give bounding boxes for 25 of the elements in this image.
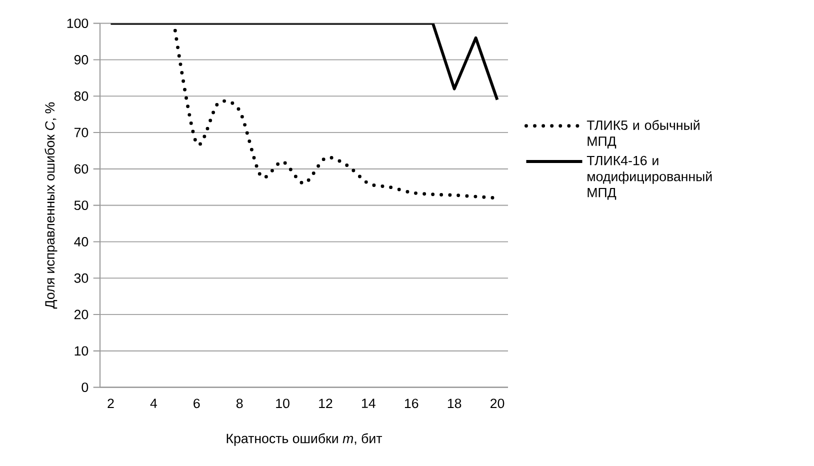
- x-tick-label: 12: [319, 398, 332, 408]
- y-tick-label: 50: [74, 200, 88, 210]
- y-axis-title: Доля исправленных ошибок C, %: [44, 102, 58, 309]
- x-tick-label: 4: [150, 398, 158, 408]
- x-axis-title: Кратность ошибки m, бит: [226, 433, 382, 446]
- y-tick-label: 90: [74, 55, 88, 64]
- x-tick-label: 16: [404, 398, 418, 408]
- x-tick-label: 20: [490, 398, 504, 408]
- x-tick-label: 10: [276, 398, 290, 408]
- x-tick-label: 2: [108, 398, 114, 408]
- y-tick-label: 0: [82, 382, 88, 392]
- x-tick-label: 18: [448, 398, 462, 408]
- y-tick-label: 20: [74, 310, 88, 320]
- y-tick-label: 70: [74, 128, 88, 138]
- legend-label: ТЛИК4-16 и модифицированный МПД: [586, 156, 712, 200]
- y-tick-label: 100: [67, 18, 88, 28]
- x-tick-label: 14: [362, 398, 376, 408]
- y-tick-label: 30: [74, 273, 88, 283]
- y-tick-label: 80: [74, 91, 88, 101]
- x-tick-label: 8: [236, 398, 243, 408]
- y-tick-label: 60: [74, 164, 88, 174]
- y-tick-label: 10: [74, 346, 88, 356]
- legend-label: ТЛИК5 и обычный МПД: [586, 120, 700, 148]
- x-tick-label: 6: [194, 398, 200, 408]
- y-tick-label: 40: [74, 237, 88, 246]
